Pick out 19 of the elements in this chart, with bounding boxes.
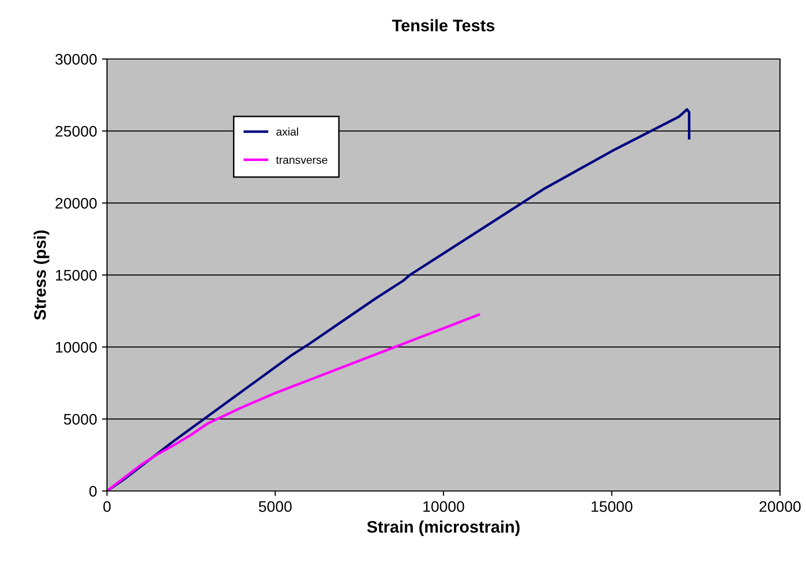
y-tick-label: 0 — [89, 486, 97, 497]
line-series — [107, 108, 690, 491]
x-tick-label: 5000 — [258, 501, 292, 512]
x-tick-label: 10000 — [423, 501, 464, 512]
x-tick-label: 0 — [103, 501, 111, 512]
x-tick-label: 20000 — [760, 501, 801, 512]
chart-title: Tensile Tests — [392, 19, 494, 32]
x-axis-title: Strain (microstrain) — [367, 520, 520, 536]
y-tick-label: 5000 — [64, 414, 97, 425]
y-tick-label: 15000 — [56, 270, 97, 281]
legend-label: transverse — [276, 156, 328, 164]
line-series — [107, 313, 480, 491]
y-tick-label: 20000 — [56, 198, 97, 209]
y-tick-label: 25000 — [56, 126, 97, 137]
legend-label: axial — [276, 128, 298, 136]
y-tick-label: 30000 — [55, 54, 97, 65]
y-axis-title: Stress (psi) — [34, 230, 50, 320]
x-tick-label: 15000 — [592, 501, 632, 512]
y-tick-label: 10000 — [56, 342, 97, 353]
